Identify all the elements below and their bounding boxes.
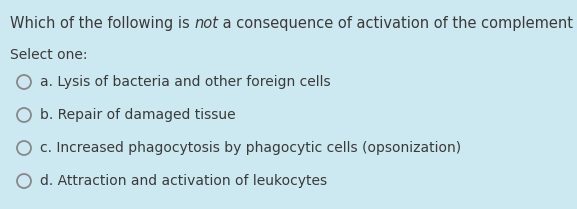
Text: b. Repair of damaged tissue: b. Repair of damaged tissue	[40, 108, 235, 122]
Text: Which of the following is: Which of the following is	[10, 16, 194, 31]
Text: a. Lysis of bacteria and other foreign cells: a. Lysis of bacteria and other foreign c…	[40, 75, 331, 89]
Text: c. Increased phagocytosis by phagocytic cells (opsonization): c. Increased phagocytosis by phagocytic …	[40, 141, 461, 155]
Text: d. Attraction and activation of leukocytes: d. Attraction and activation of leukocyt…	[40, 174, 327, 188]
Text: a consequence of activation of the complement system?: a consequence of activation of the compl…	[218, 16, 577, 31]
Text: Select one:: Select one:	[10, 48, 88, 62]
Text: not: not	[194, 16, 218, 31]
